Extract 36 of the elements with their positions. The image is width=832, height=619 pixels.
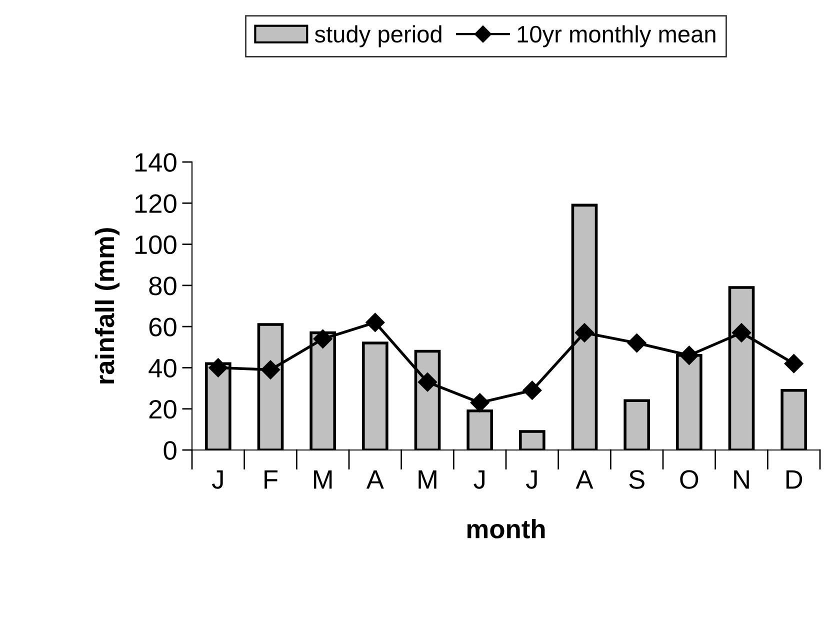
point: [680, 346, 699, 365]
y-tick-label: 0: [164, 441, 176, 460]
y-tick-label: 120: [135, 194, 176, 213]
x-tick-label: F: [264, 470, 278, 489]
y-tick-label: 60: [149, 318, 176, 336]
x-tick-label: D: [786, 470, 802, 489]
x-tick-label: J: [526, 470, 537, 489]
point: [418, 372, 438, 392]
point: [366, 312, 385, 332]
x-tick-label: M: [418, 470, 436, 489]
point: [208, 358, 228, 378]
y-tick-label: 20: [149, 400, 176, 419]
y-tick-label: 40: [148, 358, 176, 378]
point: [470, 393, 490, 412]
x-tick-label: A: [366, 470, 384, 489]
x-axis-title: month: [467, 519, 545, 538]
point: [260, 360, 280, 380]
y-tick-label: 80: [149, 276, 176, 296]
x-tick-label: J: [212, 470, 223, 489]
point: [732, 323, 752, 342]
legend-label: study period: [314, 25, 442, 48]
x-tick-label: N: [734, 470, 749, 489]
point: [313, 329, 332, 348]
x-tick-label: J: [474, 470, 484, 489]
point: [522, 380, 542, 400]
legend-label: 10yr monthly mean: [518, 25, 716, 48]
point: [574, 323, 594, 342]
y-tick-label: 140: [135, 153, 176, 172]
x-tick-label: S: [629, 470, 644, 489]
point: [627, 333, 646, 353]
y-tick-label: 100: [135, 235, 176, 254]
point: [784, 354, 804, 374]
x-tick-label: A: [576, 470, 594, 489]
y-axis-title: rainfall (mm): [94, 228, 120, 384]
x-tick-label: M: [314, 470, 332, 489]
x-tick-label: O: [680, 470, 698, 489]
